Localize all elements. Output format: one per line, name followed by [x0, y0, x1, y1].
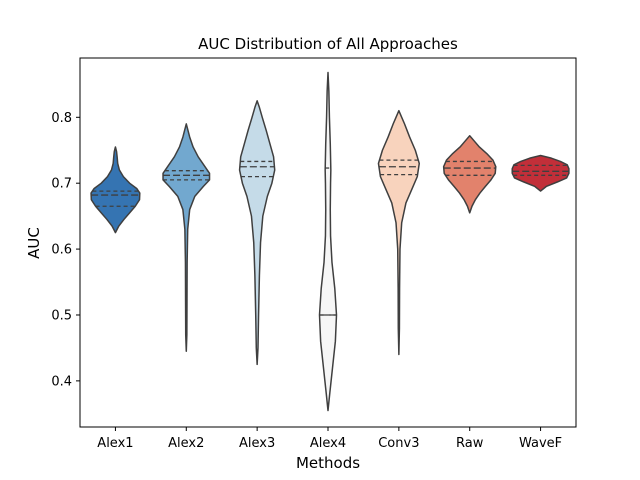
x-tick-label: Conv3 [378, 436, 419, 451]
x-tick-label: WaveF [519, 436, 562, 451]
plot-area [90, 71, 570, 412]
violin-body-alex1 [90, 146, 141, 234]
y-tick-label: 0.8 [51, 111, 72, 126]
violin-body-alex2 [162, 123, 211, 352]
x-tick-label: Alex4 [310, 436, 346, 451]
violin-body-wavef [511, 154, 570, 192]
y-tick-label: 0.7 [51, 177, 72, 192]
y-tick-label: 0.6 [51, 243, 72, 258]
y-tick-label: 0.4 [51, 374, 72, 389]
chart-title: AUC Distribution of All Approaches [198, 35, 458, 53]
x-axis: Alex1 Alex2 Alex3 Alex4 Conv3 Raw WaveF [97, 427, 562, 451]
x-tick-label: Alex3 [239, 436, 275, 451]
y-tick-label: 0.5 [51, 308, 72, 323]
violin-body-raw [442, 135, 497, 214]
violin-body-conv3 [377, 109, 421, 356]
y-axis: 0.4 0.5 0.6 0.7 0.8 [51, 111, 80, 389]
x-tick-label: Alex2 [168, 436, 204, 451]
x-tick-label: Raw [456, 436, 484, 451]
violin-body-alex3 [238, 100, 276, 366]
x-tick-label: Alex1 [97, 436, 133, 451]
violin-body-alex4 [318, 71, 338, 412]
y-axis-title: AUC [25, 227, 43, 259]
x-axis-title: Methods [296, 454, 360, 472]
